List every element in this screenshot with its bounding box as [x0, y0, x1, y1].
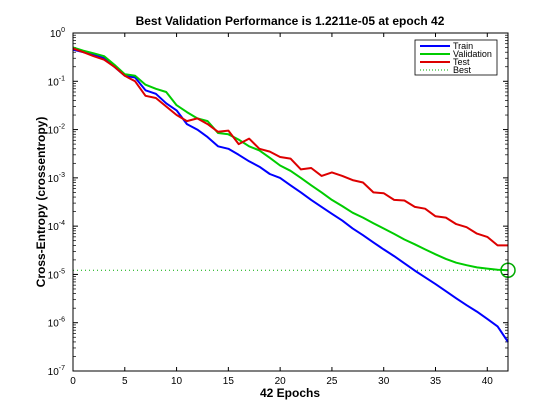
y-tick-label: 10-1 — [48, 75, 65, 88]
x-tick-label: 10 — [171, 376, 183, 387]
x-tick-label: 15 — [223, 376, 235, 387]
y-tick-label: 100 — [50, 27, 65, 40]
x-tick-label: 30 — [378, 376, 390, 387]
y-tick-label: 10-2 — [48, 124, 65, 137]
plot-area — [73, 33, 508, 371]
legend-validation-label: Validation — [453, 49, 492, 59]
y-axis-label: Cross-Entropy (crossentropy) — [34, 117, 48, 288]
x-tick-label: 40 — [482, 376, 494, 387]
tick-labels: 0 5 10 15 20 25 30 35 40 10-7 10-6 10-5 10-4 10-3 10-2… — [48, 27, 494, 387]
y-tick-label: 10-6 — [48, 317, 65, 330]
legend-best-label: Best — [453, 65, 472, 75]
x-tick-label: 5 — [122, 376, 128, 387]
x-tick-label: 25 — [326, 376, 338, 387]
x-tick-label: 35 — [430, 376, 442, 387]
legend-train-label: Train — [453, 41, 473, 51]
y-tick-label: 10-4 — [48, 220, 65, 233]
chart-title: Best Validation Performance is 1.2211e-0… — [136, 14, 445, 28]
train-line — [72, 48, 509, 343]
y-tick-label: 10-3 — [48, 172, 65, 185]
test-line — [72, 47, 508, 247]
x-tick-label: 20 — [275, 376, 287, 387]
legend: Train Validation Test Best — [414, 39, 498, 76]
legend-test-label: Test — [453, 57, 470, 67]
validation-line — [72, 46, 509, 272]
series-lines — [72, 46, 516, 343]
y-tick-label: 10-7 — [48, 365, 65, 378]
y-tick-label: 10-5 — [48, 268, 65, 281]
x-axis-label: 42 Epochs — [260, 386, 320, 400]
plot-frame — [72, 32, 509, 372]
x-tick-label: 0 — [70, 376, 76, 387]
